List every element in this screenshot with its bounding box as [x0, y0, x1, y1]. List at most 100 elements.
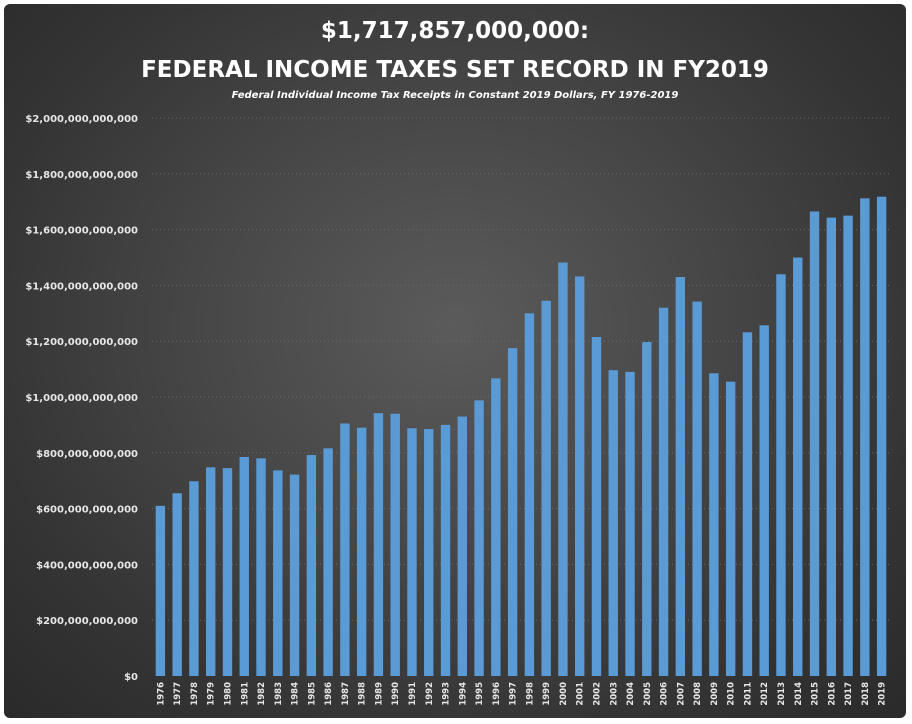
bars: [155, 196, 887, 677]
x-tick-label: 1983: [274, 682, 284, 706]
x-tick-label: 1988: [358, 682, 368, 706]
x-tick-label: 1978: [190, 682, 200, 706]
bar-2017: [843, 215, 853, 676]
x-tick-label: 2008: [693, 682, 703, 706]
x-tick-label: 2017: [844, 682, 854, 706]
bar-2001: [575, 276, 585, 676]
x-tick-label: 2019: [878, 682, 888, 706]
x-tick-label: 1982: [257, 682, 267, 706]
x-tick-label: 2006: [660, 682, 670, 706]
bar-2012: [759, 325, 769, 676]
y-tick-label: $1,200,000,000,000: [25, 337, 138, 348]
x-tick-label: 1996: [492, 682, 502, 706]
bar-1984: [289, 474, 300, 676]
bar-2003: [608, 370, 618, 676]
bar-1991: [407, 428, 417, 676]
y-tick-label: $400,000,000,000: [36, 560, 138, 571]
y-tick-label: $800,000,000,000: [36, 449, 138, 460]
y-tick-label: $1,600,000,000,000: [25, 226, 138, 237]
x-tick-label: 1989: [374, 682, 384, 706]
x-tick-label: 2012: [760, 682, 770, 706]
bar-2018: [860, 198, 870, 677]
y-tick-label: $2,000,000,000,000: [25, 114, 138, 125]
bar-1982: [256, 458, 266, 676]
bar-1986: [323, 448, 333, 676]
x-tick-label: 1994: [458, 682, 468, 706]
x-tick-label: 1976: [156, 682, 166, 706]
bar-1978: [189, 481, 199, 676]
x-tick-label: 2002: [592, 682, 602, 706]
bar-2015: [809, 211, 820, 676]
x-tick-label: 1987: [341, 682, 351, 706]
bar-1976: [155, 505, 166, 676]
bar-1992: [424, 429, 434, 676]
x-tick-label: 2004: [626, 682, 636, 706]
bar-1977: [172, 493, 182, 676]
bar-1996: [491, 378, 501, 676]
chart-title-line-2: FEDERAL INCOME TAXES SET RECORD IN FY201…: [141, 57, 769, 83]
bar-2016: [826, 217, 836, 676]
bar-1993: [440, 424, 451, 676]
y-tick-label: $200,000,000,000: [36, 616, 138, 627]
x-tick-label: 2011: [743, 682, 753, 706]
bar-chart: $1,717,857,000,000: FEDERAL INCOME TAXES…: [25, 18, 890, 706]
x-tick-label: 1999: [542, 682, 552, 706]
bar-2004: [625, 371, 635, 676]
chart-subtitle: Federal Individual Income Tax Receipts i…: [232, 90, 679, 101]
x-tick-label: 1997: [509, 682, 519, 706]
x-tick-label: 2000: [559, 682, 569, 706]
x-tick-label: 2003: [609, 682, 619, 706]
bar-2002: [591, 337, 602, 676]
x-tick-label: 2009: [710, 682, 720, 706]
x-tick-label: 1981: [240, 682, 250, 706]
x-tick-label: 2016: [827, 682, 837, 706]
y-tick-label: $1,000,000,000,000: [25, 393, 138, 404]
bar-2010: [725, 381, 736, 676]
y-axis-ticks: $0 $200,000,000,000 $400,000,000,000 $600,0…: [25, 114, 138, 683]
bar-1994: [457, 416, 467, 676]
bar-2011: [742, 332, 753, 676]
x-tick-label: 1992: [425, 682, 435, 706]
bar-1979: [206, 467, 216, 676]
x-tick-label: 1991: [408, 682, 418, 706]
y-tick-label: $600,000,000,000: [36, 505, 138, 516]
x-tick-label: 1977: [173, 682, 183, 706]
bar-1989: [373, 413, 384, 676]
x-tick-label: 1986: [324, 682, 334, 706]
y-tick-label: $0: [124, 672, 138, 683]
bar-1990: [390, 413, 400, 676]
bar-1985: [306, 455, 317, 676]
x-tick-label: 1990: [391, 682, 401, 706]
y-tick-label: $1,800,000,000,000: [25, 170, 138, 181]
bar-2008: [692, 301, 702, 676]
x-tick-label: 1984: [291, 682, 301, 706]
bar-1988: [356, 427, 367, 676]
bar-1995: [474, 400, 484, 676]
x-tick-label: 1993: [442, 682, 452, 706]
bar-2006: [658, 307, 669, 676]
bar-2000: [558, 262, 568, 676]
bar-2005: [642, 342, 652, 676]
x-tick-label: 1985: [307, 682, 317, 706]
y-tick-label: $1,400,000,000,000: [25, 281, 138, 292]
bar-2013: [776, 274, 786, 676]
x-tick-label: 1998: [525, 682, 535, 706]
bar-2019: [876, 196, 887, 676]
x-tick-label: 2007: [676, 682, 686, 706]
grid-lines: [152, 117, 890, 621]
x-tick-label: 2010: [727, 682, 737, 706]
bar-1998: [524, 313, 535, 676]
x-tick-label: 2014: [794, 682, 804, 706]
bar-1980: [222, 468, 233, 676]
chart-title-line-1: $1,717,857,000,000:: [321, 18, 589, 44]
bar-1997: [507, 348, 518, 676]
x-tick-label: 2015: [811, 682, 821, 706]
bar-1983: [273, 470, 283, 676]
bar-1999: [541, 300, 551, 676]
chart-panel: $1,717,857,000,000: FEDERAL INCOME TAXES…: [4, 4, 906, 718]
bar-2014: [793, 257, 803, 676]
x-tick-label: 2005: [643, 682, 653, 706]
bar-1981: [239, 456, 249, 676]
x-tick-label: 2013: [777, 682, 787, 706]
x-tick-label: 2018: [861, 682, 871, 706]
